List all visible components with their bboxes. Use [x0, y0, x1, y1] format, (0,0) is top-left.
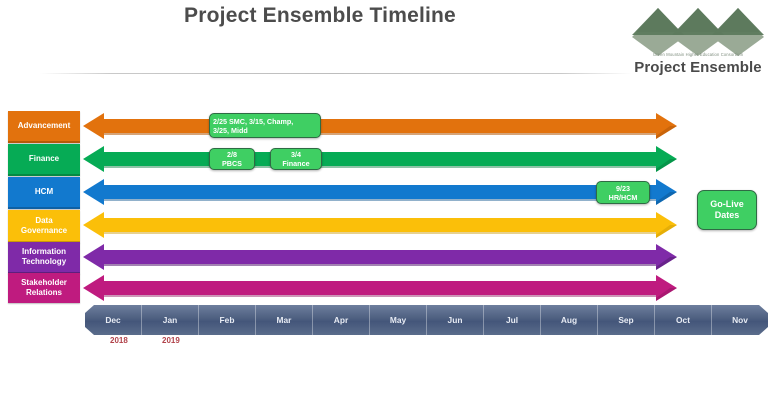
- lane-label-line1: Information: [21, 247, 66, 256]
- legend-line1: Go-Live: [710, 199, 744, 209]
- go-live-dates-legend[interactable]: Go-Live Dates: [697, 190, 757, 230]
- page-title: Project Ensemble Timeline: [184, 4, 456, 27]
- logo-subtitle: Green Mountain Higher Education Consorti…: [652, 52, 744, 57]
- lane-label-finance[interactable]: Finance: [8, 144, 80, 176]
- milestone-line2: HR/HCM: [608, 192, 638, 202]
- logo-name: Project Ensemble: [634, 59, 762, 76]
- lane-bar-stakeholder-relations[interactable]: [80, 274, 680, 302]
- month-cell[interactable]: Mar: [256, 305, 313, 335]
- month-cell[interactable]: Oct: [655, 305, 712, 335]
- lane-label-stakeholder-relations[interactable]: Stakeholder Relations: [8, 273, 80, 303]
- month-list: Dec Jan Feb Mar Apr May Jun Jul Aug Sep …: [85, 305, 768, 335]
- project-ensemble-logo: Green Mountain Higher Education Consorti…: [632, 6, 764, 86]
- month-cell[interactable]: Jun: [427, 305, 484, 335]
- month-cell[interactable]: May: [370, 305, 427, 335]
- lane-label-line1: Stakeholder: [21, 278, 67, 287]
- timeline-axis: Dec Jan Feb Mar Apr May Jun Jul Aug Sep …: [85, 305, 768, 335]
- lane-bar-hcm[interactable]: [80, 178, 680, 206]
- lane-label-line2: Technology: [21, 257, 67, 266]
- milestone-hcm-hr[interactable]: 9/23 HR/HCM: [596, 181, 650, 204]
- lane-bar-data-governance[interactable]: [80, 211, 680, 239]
- month-cell[interactable]: Sep: [598, 305, 655, 335]
- lane-bar-advancement[interactable]: [80, 112, 680, 140]
- milestone-line1: 2/8: [227, 150, 237, 159]
- lane-label-line1: Data: [35, 215, 53, 225]
- milestone-line1: 9/23: [616, 183, 630, 193]
- lane-bar-information-technology[interactable]: [80, 243, 680, 271]
- month-cell[interactable]: Dec: [85, 305, 142, 335]
- month-cell[interactable]: Apr: [313, 305, 370, 335]
- lane-label-advancement[interactable]: Advancement: [8, 111, 80, 143]
- milestone-line2: 3/25, Midd: [213, 125, 248, 135]
- lane-label-line2: Relations: [25, 288, 62, 297]
- month-cell[interactable]: Nov: [732, 315, 748, 325]
- legend-line2: Dates: [714, 210, 740, 220]
- axis-bar-shape: [85, 305, 768, 335]
- month-cell[interactable]: Aug: [541, 305, 598, 335]
- milestone-finance-go-live[interactable]: 3/4 Finance: [270, 148, 322, 170]
- month-cell[interactable]: Feb: [199, 305, 256, 335]
- mountain-logo-icon: [632, 8, 764, 56]
- lane-label-data-governance[interactable]: Data Governance: [8, 210, 80, 243]
- lane-label-line1: HCM: [34, 187, 54, 196]
- milestone-finance-pbcs[interactable]: 2/8 PBCS: [209, 148, 255, 170]
- lane-label-line1: Finance: [28, 154, 60, 163]
- milestone-line1: 2/25 SMC, 3/15, Champ,: [213, 116, 294, 126]
- year-label-2019: 2019: [162, 336, 180, 345]
- year-label-2018: 2018: [110, 336, 128, 345]
- lane-label-hcm[interactable]: HCM: [8, 177, 80, 209]
- month-cell[interactable]: Jul: [484, 305, 541, 335]
- milestone-line1: 3/4: [291, 150, 301, 159]
- milestone-advancement[interactable]: 2/25 SMC, 3/15, Champ, 3/25, Midd: [209, 113, 321, 138]
- lane-bar-finance[interactable]: [80, 145, 680, 173]
- milestone-line2: PBCS: [222, 159, 242, 168]
- milestone-line2: Finance: [282, 159, 310, 168]
- lane-label-line1: Advancement: [17, 121, 71, 130]
- lane-label-line2: Governance: [20, 225, 68, 235]
- header-divider: [40, 73, 632, 74]
- month-cell[interactable]: Jan: [142, 305, 199, 335]
- lane-label-information-technology[interactable]: Information Technology: [8, 242, 80, 274]
